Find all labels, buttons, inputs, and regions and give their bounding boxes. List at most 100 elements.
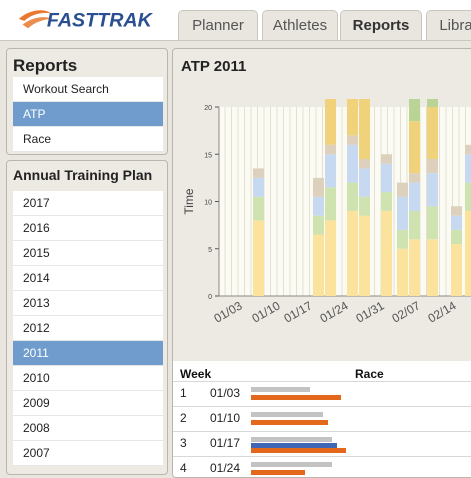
actual-bar <box>251 443 337 448</box>
year-item-2013[interactable]: 2013 <box>13 291 163 316</box>
bar-segment <box>465 154 471 183</box>
bar-segment <box>359 215 370 296</box>
week-date: 01/03 <box>210 386 241 400</box>
bar-segment <box>451 229 462 245</box>
report-item-workout-search[interactable]: Workout Search <box>13 77 163 102</box>
bar-segment <box>451 215 462 230</box>
planned-bar <box>251 387 310 392</box>
year-item-2007[interactable]: 2007 <box>13 441 163 466</box>
bar-segment <box>427 107 438 159</box>
bar-segment <box>325 99 336 145</box>
year-item-2009[interactable]: 2009 <box>13 391 163 416</box>
week-number: 4 <box>180 461 187 475</box>
bar-segment <box>427 99 438 107</box>
bar-segment <box>313 177 324 197</box>
bar-segment <box>325 154 336 188</box>
planned-bar <box>251 437 332 442</box>
race-column-header: Race <box>355 367 384 381</box>
year-item-2014[interactable]: 2014 <box>13 266 163 291</box>
bar-segment <box>359 99 370 159</box>
bar-segment <box>359 158 370 169</box>
bar-segment <box>397 229 408 249</box>
bar-segment <box>359 196 370 216</box>
report-title: ATP 2011 <box>181 58 247 75</box>
week-date: 01/24 <box>210 461 241 475</box>
year-item-2011[interactable]: 2011 <box>13 341 163 366</box>
bar-segment <box>381 210 392 296</box>
bar-segment <box>409 99 420 122</box>
row-divider <box>173 431 471 432</box>
race-bar <box>251 420 328 425</box>
bar-segment <box>465 182 471 211</box>
row-divider <box>173 456 471 457</box>
x-tick-label: 01/03 <box>211 298 244 325</box>
week-column-header: Week <box>180 367 212 381</box>
bar-segment <box>359 168 370 197</box>
week-race-table: Week Race 1 01/03 2 01/10 3 01/17 4 01/24 <box>173 361 471 477</box>
year-item-2008[interactable]: 2008 <box>13 416 163 441</box>
bar-segment <box>409 121 420 174</box>
bar-segment <box>427 158 438 174</box>
y-tick-label: 5 <box>208 247 212 254</box>
bar-segment <box>409 173 420 183</box>
week-number: 2 <box>180 411 187 425</box>
tab-athletes[interactable]: Athletes <box>262 10 338 40</box>
tab-separator <box>0 40 471 41</box>
tab-libra[interactable]: Libra <box>426 10 471 40</box>
x-tick-label: 01/17 <box>281 298 314 325</box>
bar-segment <box>409 239 420 296</box>
svg-text:FASTTRAK: FASTTRAK <box>47 10 154 32</box>
reports-list: Workout Search ATP Race <box>13 77 163 152</box>
bar-segment <box>313 234 324 296</box>
x-tick-label: 01/31 <box>353 298 386 325</box>
week-date: 01/17 <box>210 436 241 450</box>
bar-segment <box>347 99 358 136</box>
row-divider <box>173 381 471 382</box>
race-bar <box>251 395 341 400</box>
race-bar <box>251 448 346 453</box>
x-tick-label: 02/07 <box>389 298 422 325</box>
bar-segment <box>325 220 336 296</box>
year-item-2015[interactable]: 2015 <box>13 241 163 266</box>
x-tick-label: 01/24 <box>317 298 350 325</box>
year-item-2016[interactable]: 2016 <box>13 216 163 241</box>
bar-segment <box>253 177 264 197</box>
week-number: 1 <box>180 386 187 400</box>
annual-training-plan-panel: Annual Training Plan 2017 2016 2015 2014 201… <box>6 160 168 475</box>
tab-reports[interactable]: Reports <box>340 10 422 41</box>
bar-segment <box>347 135 358 145</box>
bar-segment <box>253 196 264 221</box>
y-tick-label: 15 <box>204 152 212 159</box>
bar-segment <box>397 248 408 296</box>
y-tick-label: 0 <box>208 294 212 301</box>
planned-bar <box>251 462 332 467</box>
bar-segment <box>325 144 336 155</box>
bar-segment <box>397 196 408 230</box>
bar-segment <box>313 215 324 235</box>
year-item-2012[interactable]: 2012 <box>13 316 163 341</box>
planned-bar <box>251 412 323 417</box>
bar-segment <box>451 206 462 216</box>
bar-segment <box>409 210 420 240</box>
report-item-atp[interactable]: ATP <box>13 102 163 127</box>
year-list: 2017 2016 2015 2014 2013 2012 2011 2010 2009 2008… <box>13 191 163 466</box>
row-divider <box>173 406 471 407</box>
bar-segment <box>397 182 408 197</box>
bar-segment <box>347 144 358 183</box>
y-tick-label: 20 <box>204 105 212 112</box>
bar-segment <box>381 154 392 164</box>
year-item-2017[interactable]: 2017 <box>13 191 163 216</box>
bar-segment <box>325 187 336 221</box>
y-tick-label: 10 <box>204 200 212 207</box>
week-number: 3 <box>180 436 187 450</box>
atp-panel-title: Annual Training Plan <box>13 167 153 183</box>
bar-segment <box>427 206 438 240</box>
reports-panel-title: Reports <box>13 56 78 75</box>
bar-segment <box>409 182 420 211</box>
report-item-race[interactable]: Race <box>13 127 163 152</box>
bar-segment <box>427 173 438 207</box>
fasttrak-logo[interactable]: FASTTRAK <box>8 4 173 34</box>
year-item-2010[interactable]: 2010 <box>13 366 163 391</box>
tab-planner[interactable]: Planner <box>178 10 258 40</box>
